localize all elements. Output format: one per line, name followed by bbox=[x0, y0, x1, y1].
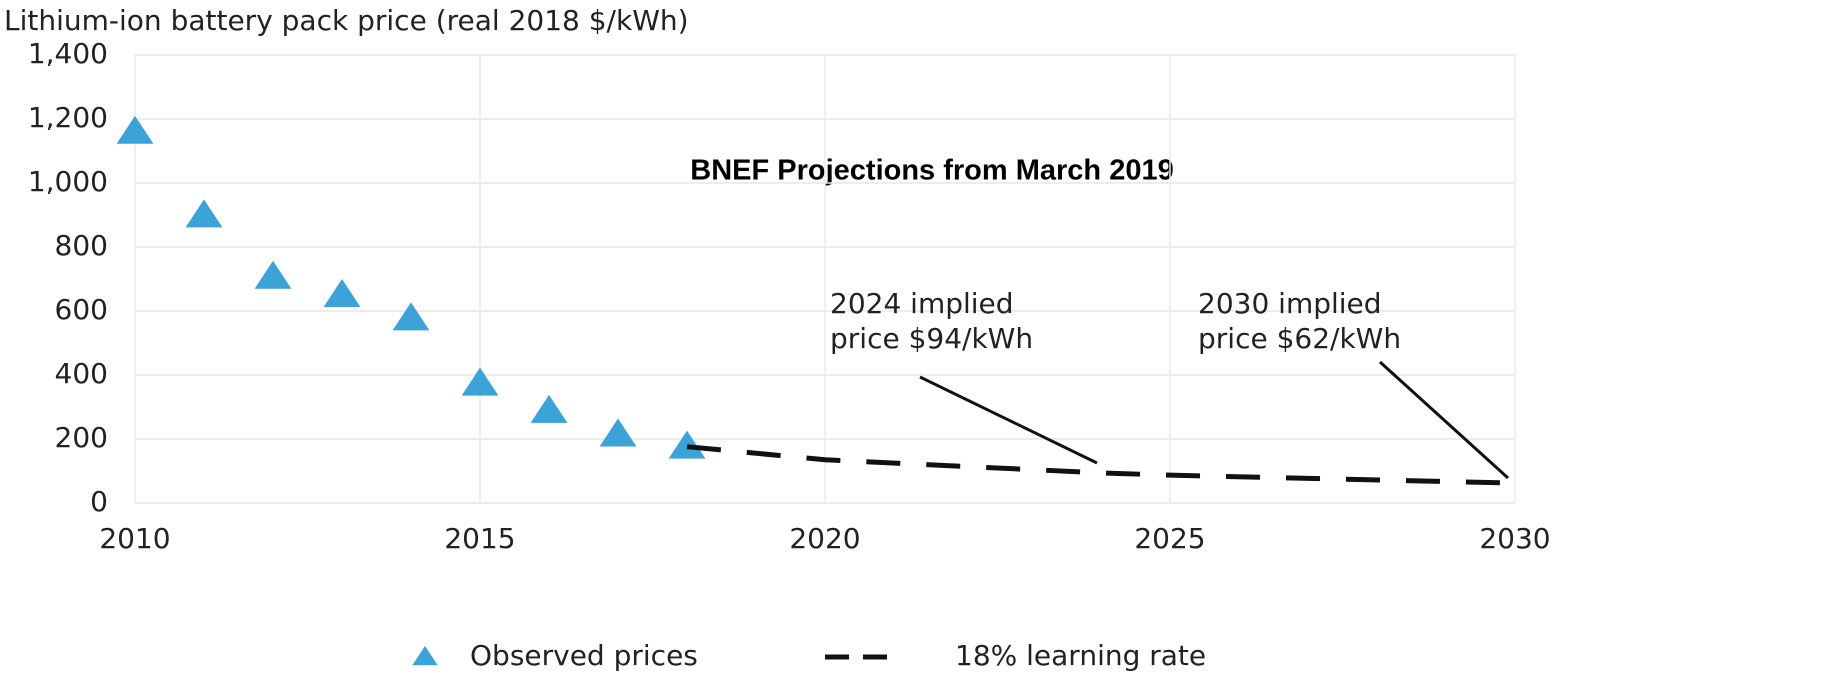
annotation-text: 2024 implied bbox=[830, 287, 1014, 320]
annotation-leader bbox=[1378, 360, 1510, 480]
marker bbox=[323, 279, 361, 307]
x-tick-label: 2030 bbox=[1479, 522, 1550, 555]
projection-line bbox=[686, 444, 1516, 486]
x-tick-label: 2025 bbox=[1134, 522, 1205, 555]
y-tick-label: 1,200 bbox=[28, 101, 108, 134]
chart-title: BNEF Projections from March 2019 bbox=[690, 155, 1173, 187]
legend-label: Observed prices bbox=[470, 639, 698, 672]
marker bbox=[668, 430, 706, 459]
marker bbox=[599, 418, 637, 447]
legend-marker bbox=[412, 646, 438, 666]
y-tick-label: 0 bbox=[90, 485, 108, 518]
legend-label: 18% learning rate bbox=[955, 639, 1206, 672]
marker bbox=[254, 260, 292, 289]
annotation-text: price $62/kWh bbox=[1198, 322, 1401, 355]
y-tick-label: 400 bbox=[55, 357, 108, 390]
annotation-text: 2030 implied bbox=[1198, 287, 1382, 320]
y-axis-title: Lithium-ion battery pack price (real 201… bbox=[4, 4, 689, 37]
marker bbox=[530, 394, 568, 423]
marker bbox=[392, 302, 430, 331]
x-tick-label: 2015 bbox=[444, 522, 515, 555]
y-tick-label: 1,400 bbox=[28, 37, 108, 70]
marker bbox=[116, 115, 154, 144]
annotation-leader bbox=[919, 375, 1098, 465]
y-tick-label: 600 bbox=[55, 293, 108, 326]
y-tick-label: 200 bbox=[55, 421, 108, 454]
x-tick-label: 2010 bbox=[99, 522, 170, 555]
marker bbox=[185, 199, 223, 228]
marker bbox=[461, 367, 499, 396]
y-tick-label: 1,000 bbox=[28, 165, 108, 198]
y-tick-label: 800 bbox=[55, 229, 108, 262]
x-tick-label: 2020 bbox=[789, 522, 860, 555]
annotation-text: price $94/kWh bbox=[830, 322, 1033, 355]
